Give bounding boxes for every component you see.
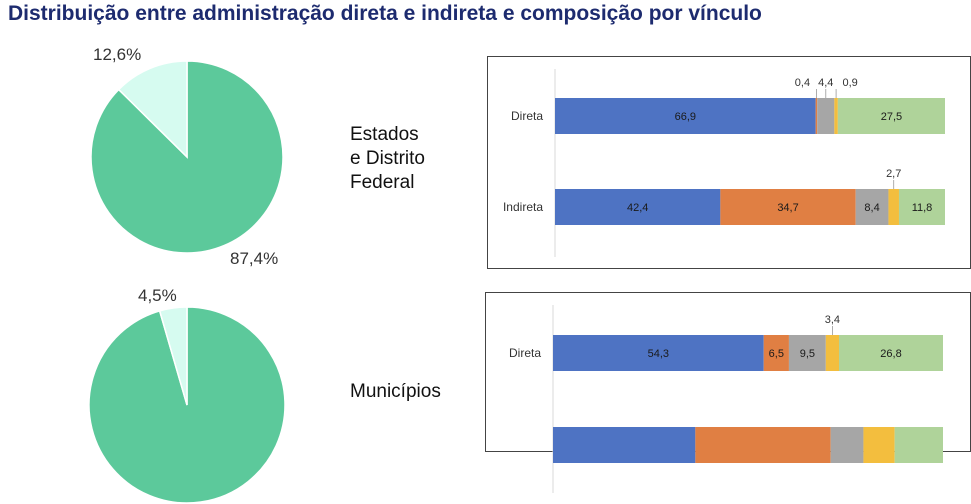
category-label: Indireta <box>503 200 543 214</box>
data-label: 8,4 <box>864 202 879 214</box>
section-label-estados: Estados e Distrito Federal <box>350 123 425 195</box>
page-title: Distribuição entre administração direta … <box>8 2 762 25</box>
pie-chart-estados <box>90 60 284 254</box>
data-label: 9,5 <box>800 348 815 360</box>
bar-segment <box>763 335 789 371</box>
section-label-line: Federal <box>350 172 415 193</box>
data-label: 42,4 <box>627 202 648 214</box>
bar-segment <box>553 427 696 463</box>
bar-segment <box>894 427 943 463</box>
data-label: 3,4 <box>825 314 840 326</box>
bar-segment <box>837 98 945 134</box>
data-label: 27,5 <box>881 111 902 123</box>
data-label: 66,9 <box>675 111 696 123</box>
data-label: 4,4 <box>818 77 833 89</box>
pie-slice-small <box>158 306 188 406</box>
bar-segment <box>788 335 826 371</box>
bar-segment <box>863 427 895 463</box>
data-label: 2,7 <box>886 168 901 180</box>
data-label: 0,4 <box>795 77 810 89</box>
bar-segment <box>898 189 945 225</box>
data-label: 54,3 <box>648 348 669 360</box>
bar-segment <box>830 427 864 463</box>
data-label: 26,8 <box>880 348 901 360</box>
data-label: 6,5 <box>769 348 784 360</box>
bar-chart-municipios-panel: Direta 54,3 6,5 9,5 3,4 26,8 <box>485 292 971 493</box>
bar-segment <box>825 335 839 371</box>
pie-slice-small <box>117 60 188 159</box>
section-label-municipios: Municípios <box>350 380 441 404</box>
section-label-line: e Distrito <box>350 148 425 169</box>
section-label-line: Municípios <box>350 381 441 402</box>
stacked-bar-chart: Direta 54,3 6,5 9,5 3,4 26,8 <box>509 305 943 493</box>
pie-chart-municipios <box>88 306 286 504</box>
bar-segment <box>888 189 899 225</box>
category-label: Direta <box>511 109 543 123</box>
bar-segment <box>834 98 838 134</box>
data-label: 11,8 <box>912 202 933 214</box>
bar-chart-estados-panel: Direta 66,9 0,4 4,4 0,9 27,5 Indireta 42,4 34,7 8… <box>487 56 971 269</box>
bar-segment <box>555 98 816 134</box>
bar-segment <box>555 189 721 225</box>
bar-segment <box>855 189 889 225</box>
bar-segment <box>553 335 764 371</box>
section-label-line: Estados <box>350 124 419 145</box>
pie-small-label: 4,5% <box>138 286 177 305</box>
data-label: 34,7 <box>777 202 798 214</box>
data-label: 0,9 <box>842 77 857 89</box>
bar-segment <box>720 189 856 225</box>
bar-segment <box>695 427 831 463</box>
pie-large-label: 87,4% <box>230 249 279 268</box>
category-label: Direta <box>509 346 541 360</box>
pie-small-label: 12,6% <box>93 45 142 64</box>
bar-segment <box>815 98 818 134</box>
bar-segment <box>817 98 835 134</box>
bar-segment <box>839 335 943 371</box>
stacked-bar-chart: Direta 66,9 0,4 4,4 0,9 27,5 Indireta 42,4 34,7 8… <box>503 69 945 257</box>
